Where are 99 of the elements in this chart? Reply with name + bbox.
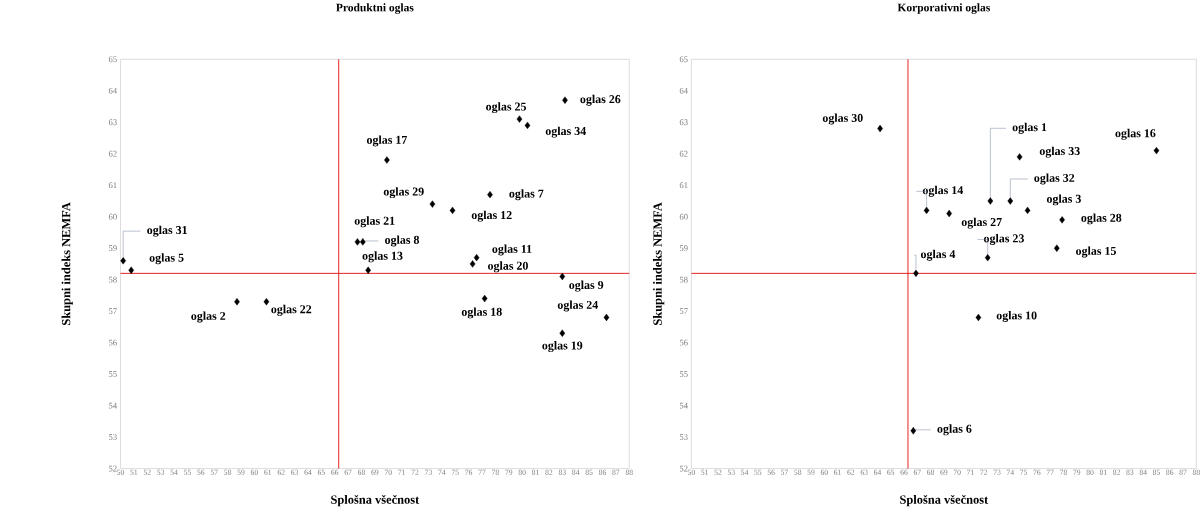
point (923, 206, 930, 215)
y-tick-label: 62 (108, 150, 117, 157)
y-tick-label: 58 (109, 276, 117, 283)
point (984, 254, 991, 262)
series-label: oglas 2 (191, 311, 226, 323)
point (473, 254, 480, 262)
y-tick-label: 64 (679, 87, 688, 94)
series-label: oglas 23 (983, 234, 1024, 246)
y-tick-label: 60 (108, 213, 117, 220)
series-label: oglas 34 (545, 126, 586, 138)
point (910, 427, 917, 435)
text: oglas 32 (1034, 173, 1075, 185)
point (1024, 206, 1031, 215)
series-label: oglas 33 (1039, 146, 1080, 158)
point (1016, 153, 1023, 161)
point (365, 266, 371, 274)
y-tick-label: 54 (679, 402, 688, 409)
point (128, 266, 134, 274)
series-label: oglas 28 (1081, 213, 1122, 225)
series-label: oglas 22 (271, 304, 312, 316)
series-label: oglas 16 (1115, 128, 1156, 140)
point (603, 313, 610, 322)
point (120, 257, 126, 265)
series-label: oglas 8 (385, 235, 420, 247)
y-tick-label: 56 (109, 339, 117, 346)
y-tick-label: 61 (108, 182, 117, 189)
series-label: oglas 25 (486, 102, 527, 114)
point (487, 191, 493, 199)
y-tick-label: 64 (108, 87, 117, 94)
y-tick-label: 63 (679, 119, 688, 126)
series-label: oglas 21 (354, 216, 395, 228)
y-tick-label: 61 (679, 182, 688, 189)
point (524, 121, 531, 130)
point (946, 210, 952, 218)
series-label: oglas 18 (461, 307, 502, 319)
point (384, 156, 390, 164)
y-tick-label: 57 (679, 308, 688, 315)
series-label: oglas 7 (509, 189, 544, 201)
series-label: oglas 17 (366, 135, 408, 147)
series-label: oglas 30 (822, 113, 863, 125)
point (559, 329, 566, 337)
chart-title: Produktni oglas (336, 3, 414, 14)
point (975, 313, 982, 322)
point (559, 272, 566, 281)
y-tick-label: 59 (679, 245, 688, 252)
series-label: oglas 20 (488, 261, 528, 273)
y-tick-label: 59 (109, 245, 117, 252)
series-label: oglas 11 (492, 244, 532, 256)
point (1054, 244, 1060, 252)
y-tick-label: 57 (109, 308, 117, 315)
y-tick-label: 60 (679, 213, 688, 220)
chart-title: Korporativni oglas (897, 3, 990, 14)
series-label: oglas 19 (542, 341, 583, 353)
series-label: oglas 9 (569, 280, 604, 292)
series-label: oglas 26 (580, 94, 621, 106)
x-axis-title: Splošna všečnost (900, 494, 989, 507)
y-tick-label: 55 (679, 371, 688, 378)
point (449, 206, 456, 215)
text: oglas 1 (1012, 122, 1047, 134)
point (481, 295, 488, 303)
y-tick-label: 55 (109, 371, 117, 378)
point (1059, 216, 1065, 224)
y-tick-label: 63 (108, 119, 117, 126)
y-tick-label: 65 (679, 56, 688, 63)
text: oglas 31 (147, 225, 187, 237)
y-tick-label: 53 (109, 434, 117, 441)
series-label: oglas 6 (937, 424, 972, 436)
series-label: oglas 15 (1076, 246, 1116, 258)
point (516, 115, 523, 123)
series-label: oglas 24 (557, 300, 598, 312)
y-tick-label: 65 (108, 56, 117, 63)
series-label: oglas 5 (149, 253, 184, 265)
y-tick-label: 58 (679, 276, 688, 283)
series-label: oglas 10 (996, 311, 1037, 323)
series-label: oglas 12 (471, 210, 512, 222)
point (234, 298, 240, 306)
y-axis-title: Skupni indeks NEMFA (653, 202, 665, 326)
point (263, 298, 270, 306)
series-label: oglas 3 (1046, 194, 1081, 206)
point (1153, 147, 1160, 155)
point (429, 200, 436, 208)
series-label: oglas 29 (383, 187, 424, 199)
point (354, 238, 361, 246)
point (360, 238, 366, 246)
point (562, 96, 568, 104)
y-tick-label: 56 (679, 339, 688, 346)
y-tick-label: 53 (679, 434, 688, 441)
y-axis-title: Skupni indeks NEMFA (61, 202, 73, 326)
series-label: oglas 27 (961, 217, 1002, 229)
point (987, 197, 994, 205)
point (1007, 197, 1014, 205)
point (469, 260, 476, 268)
point (877, 125, 883, 133)
x-axis-title: Splošna všečnost (331, 494, 420, 507)
series-label: oglas 4 (920, 249, 956, 261)
series-label: oglas 14 (922, 185, 964, 197)
series-label: oglas 13 (362, 251, 403, 263)
y-tick-label: 54 (109, 402, 117, 409)
y-tick-label: 62 (679, 150, 688, 157)
